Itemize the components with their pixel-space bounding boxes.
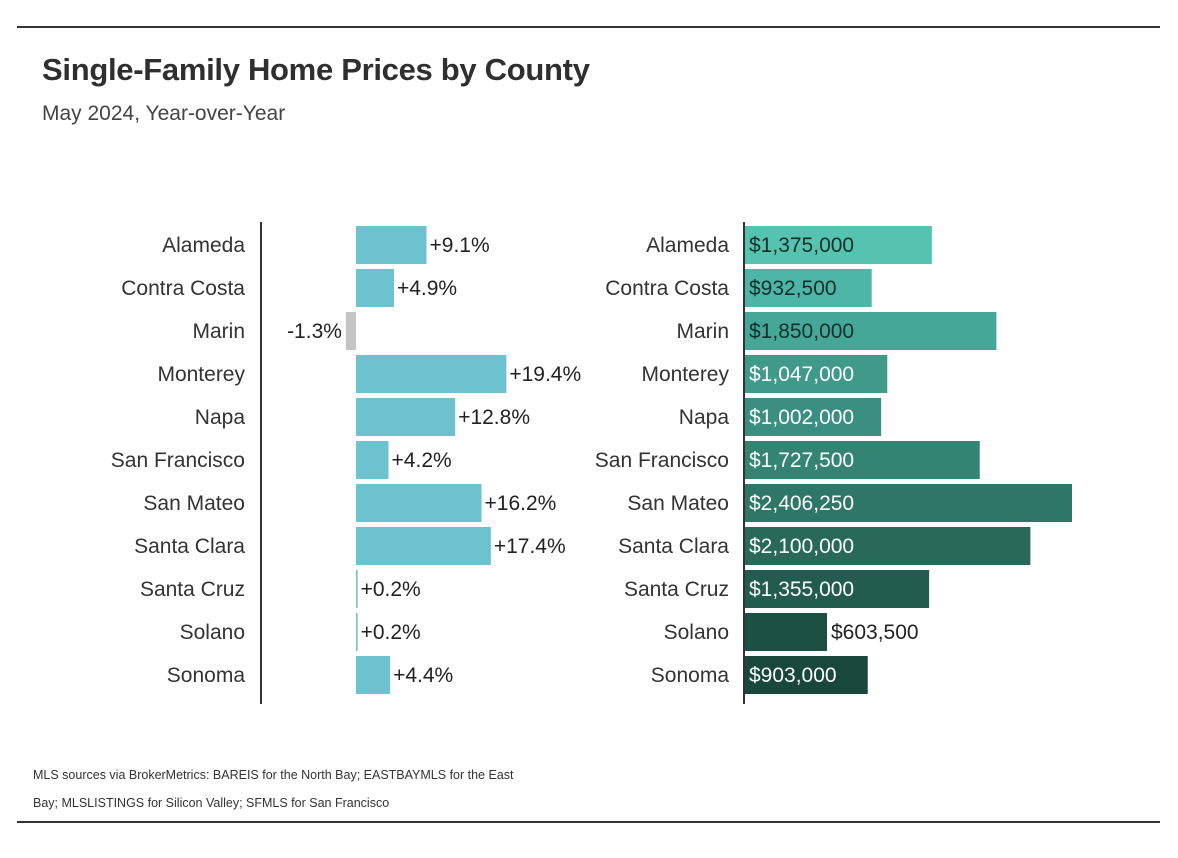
- yoy-value-label-san-francisco: +4.2%: [392, 449, 452, 472]
- price-category-label-san-mateo: San Mateo: [627, 492, 729, 515]
- yoy-bar-sonoma: [356, 656, 391, 694]
- yoy-value-label-contra-costa: +4.9%: [397, 277, 457, 300]
- price-bar-san-mateo: [745, 484, 1072, 522]
- price-bar-alameda: [745, 226, 932, 264]
- price-value-label-santa-cruz: $1,355,000: [749, 578, 854, 601]
- price-bar-contra-costa: [745, 269, 872, 307]
- price-bar-marin: [745, 312, 997, 350]
- yoy-bar-santa-clara: [356, 527, 491, 565]
- price-category-label-santa-cruz: Santa Cruz: [624, 578, 729, 601]
- yoy-bar-san-mateo: [356, 484, 482, 522]
- price-value-label-san-francisco: $1,727,500: [749, 449, 854, 472]
- yoy-category-label-san-mateo: San Mateo: [143, 492, 245, 515]
- median-price-chart: Alameda $1,375,000 Contra Costa $932,500 Mar…: [595, 222, 1072, 704]
- yoy-value-label-solano: +0.2%: [361, 621, 421, 644]
- yoy-category-label-napa: Napa: [195, 406, 246, 429]
- yoy-category-label-marin: Marin: [192, 320, 245, 343]
- yoy-category-label-san-francisco: San Francisco: [111, 449, 245, 472]
- yoy-value-label-san-mateo: +16.2%: [485, 492, 557, 515]
- price-bar-santa-cruz: [745, 570, 930, 608]
- price-bar-solano: [745, 613, 828, 651]
- yoy-bar-san-francisco: [356, 441, 389, 479]
- yoy-bar-santa-cruz: [356, 570, 358, 608]
- price-value-label-napa: $1,002,000: [749, 406, 854, 429]
- price-bar-san-francisco: [745, 441, 980, 479]
- price-category-label-solano: Solano: [664, 621, 729, 644]
- yoy-category-label-sonoma: Sonoma: [167, 664, 246, 687]
- yoy-category-label-contra-costa: Contra Costa: [121, 277, 245, 300]
- price-value-label-monterey: $1,047,000: [749, 363, 854, 386]
- yoy-category-label-santa-clara: Santa Clara: [134, 535, 245, 558]
- yoy-value-label-santa-clara: +17.4%: [494, 535, 566, 558]
- price-value-label-contra-costa: $932,500: [749, 277, 837, 300]
- bottom-rule: [17, 821, 1160, 823]
- yoy-bar-monterey: [356, 355, 507, 393]
- yoy-value-label-monterey: +19.4%: [509, 363, 581, 386]
- yoy-category-label-solano: Solano: [180, 621, 245, 644]
- top-rule: [17, 26, 1160, 28]
- price-value-label-sonoma: $903,000: [749, 664, 837, 687]
- price-bar-santa-clara: [745, 527, 1031, 565]
- yoy-value-label-sonoma: +4.4%: [393, 664, 453, 687]
- yoy-bar-contra-costa: [356, 269, 394, 307]
- yoy-bar-marin: [345, 312, 356, 350]
- yoy-bar-alameda: [356, 226, 427, 264]
- price-value-label-san-mateo: $2,406,250: [749, 492, 854, 515]
- price-bar-sonoma: [745, 656, 868, 694]
- price-category-label-monterey: Monterey: [641, 363, 729, 386]
- source-note-line2: Bay; MLSLISTINGS for Silicon Valley; SFM…: [33, 796, 390, 810]
- price-value-label-marin: $1,850,000: [749, 320, 854, 343]
- price-category-label-napa: Napa: [679, 406, 730, 429]
- price-category-label-contra-costa: Contra Costa: [605, 277, 729, 300]
- price-category-label-alameda: Alameda: [646, 234, 729, 257]
- price-category-label-santa-clara: Santa Clara: [618, 535, 729, 558]
- yoy-category-label-alameda: Alameda: [162, 234, 245, 257]
- yoy-value-label-santa-cruz: +0.2%: [361, 578, 421, 601]
- price-value-label-solano: $603,500: [831, 621, 919, 644]
- price-category-label-marin: Marin: [676, 320, 729, 343]
- yoy-category-label-monterey: Monterey: [157, 363, 245, 386]
- yoy-value-label-napa: +12.8%: [458, 406, 530, 429]
- yoy-category-label-santa-cruz: Santa Cruz: [140, 578, 245, 601]
- yoy-bar-solano: [356, 613, 358, 651]
- price-category-label-sonoma: Sonoma: [651, 664, 730, 687]
- source-note-line1: MLS sources via BrokerMetrics: BAREIS fo…: [33, 768, 514, 782]
- yoy-value-label-marin: -1.3%: [287, 320, 342, 343]
- yoy-change-chart: Alameda +9.1% Contra Costa +4.9% Marin -1.3% M…: [111, 222, 581, 704]
- price-category-label-san-francisco: San Francisco: [595, 449, 729, 472]
- chart-subtitle: May 2024, Year-over-Year: [42, 102, 286, 125]
- yoy-bar-napa: [356, 398, 456, 436]
- yoy-value-label-alameda: +9.1%: [430, 234, 490, 257]
- price-bar-monterey: [745, 355, 888, 393]
- price-value-label-santa-clara: $2,100,000: [749, 535, 854, 558]
- chart-title: Single-Family Home Prices by County: [42, 52, 590, 87]
- price-bar-napa: [745, 398, 882, 436]
- price-value-label-alameda: $1,375,000: [749, 234, 854, 257]
